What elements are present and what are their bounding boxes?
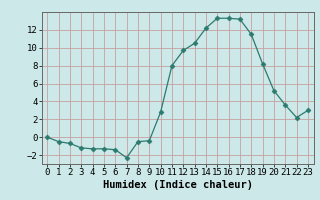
X-axis label: Humidex (Indice chaleur): Humidex (Indice chaleur) [103,180,252,190]
